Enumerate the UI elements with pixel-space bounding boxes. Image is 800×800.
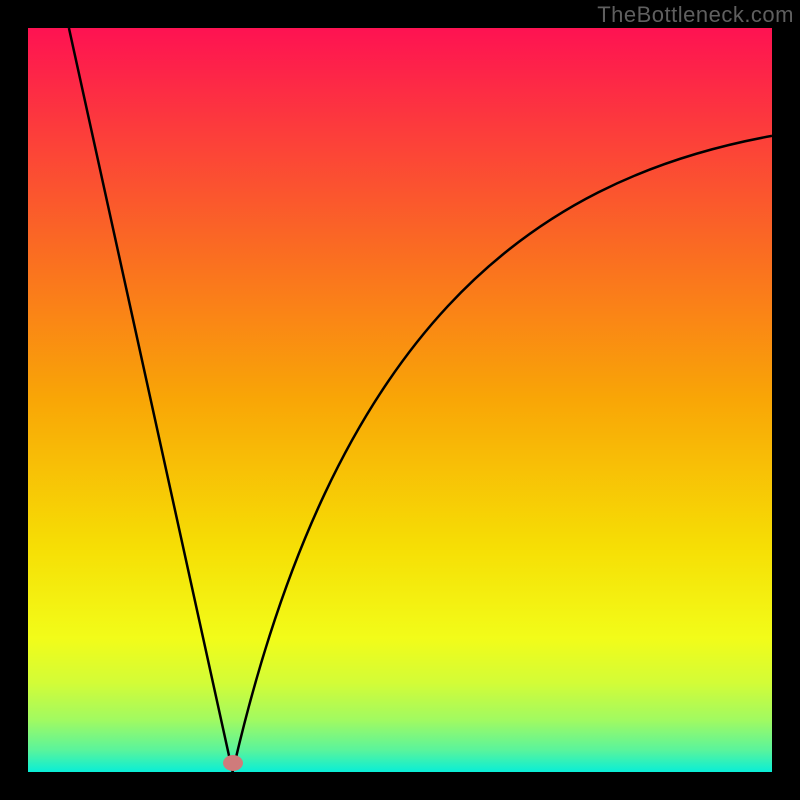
watermark-text: TheBottleneck.com	[597, 2, 794, 28]
optimum-marker	[223, 755, 243, 771]
figure-container: TheBottleneck.com	[0, 0, 800, 800]
bottleneck-curve	[28, 28, 772, 772]
plot-area	[28, 28, 772, 772]
